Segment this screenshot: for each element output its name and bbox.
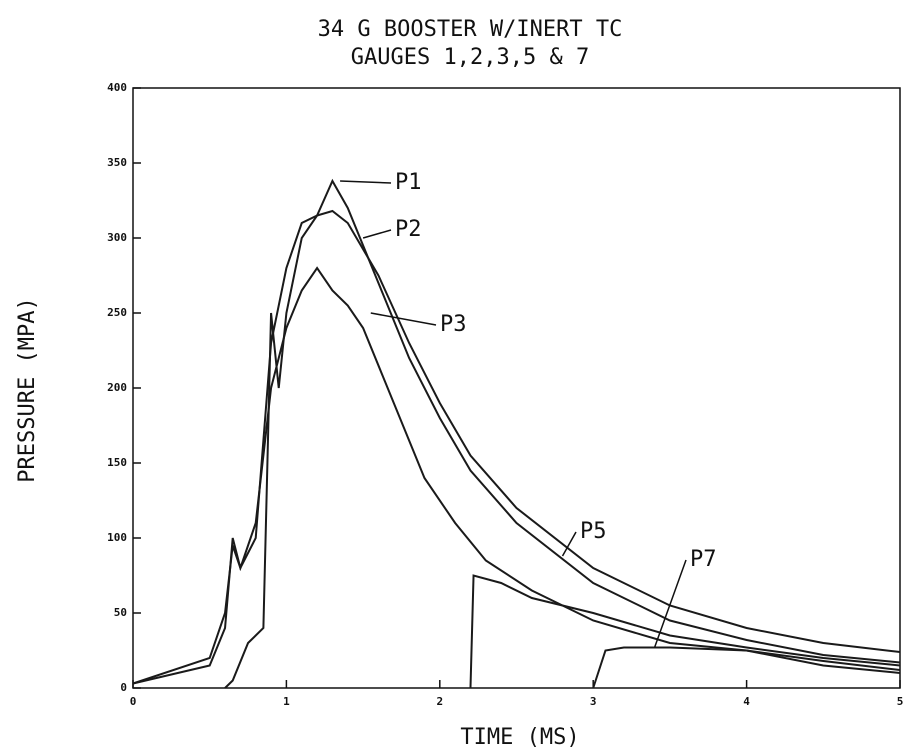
y-tick-label: 150 — [107, 456, 127, 469]
x-tick-label: 3 — [590, 695, 597, 708]
x-axis-label: TIME (MS) — [460, 725, 579, 750]
x-tick-label: 1 — [283, 695, 290, 708]
x-tick-label: 4 — [743, 695, 750, 708]
label-leader — [370, 312, 437, 326]
line-series — [132, 178, 901, 685]
series-label: P3 — [440, 312, 467, 337]
y-tick-label: 50 — [114, 606, 127, 619]
chart-title: 34 G BOOSTER W/INERT TC — [318, 17, 623, 42]
y-tick-label: 300 — [107, 231, 127, 244]
y-tick-label: 200 — [107, 381, 127, 394]
line-series — [224, 209, 901, 689]
label-leader — [362, 229, 392, 239]
line-series — [592, 646, 901, 689]
series-label: P2 — [395, 217, 422, 242]
chart-subtitle: GAUGES 1,2,3,5 & 7 — [351, 45, 589, 70]
label-leader — [653, 559, 687, 648]
x-tick-label: 5 — [897, 695, 904, 708]
y-tick-label: 250 — [107, 306, 127, 319]
label-leader — [561, 531, 577, 557]
series-label: P1 — [395, 170, 422, 195]
series-label: P5 — [580, 519, 607, 544]
y-tick-label: 350 — [107, 156, 127, 169]
line-series — [469, 574, 901, 689]
x-tick-label: 2 — [436, 695, 443, 708]
y-tick-label: 100 — [107, 531, 127, 544]
y-tick-label: 0 — [120, 681, 127, 694]
y-axis-label: PRESSURE (MPA) — [15, 297, 40, 482]
line-series — [132, 266, 901, 685]
label-leader — [340, 180, 392, 184]
y-tick-label: 400 — [107, 81, 127, 94]
x-tick-label: 0 — [130, 695, 137, 708]
plot-frame — [132, 87, 901, 689]
series-label: P7 — [690, 547, 717, 572]
